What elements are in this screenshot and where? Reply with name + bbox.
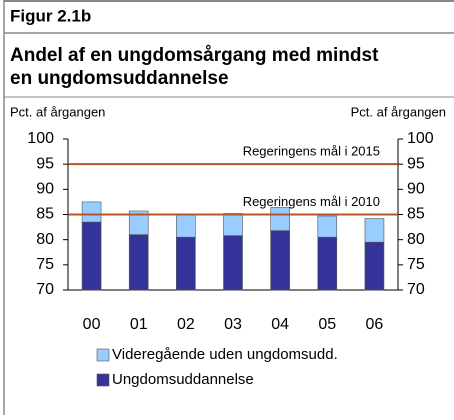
y2-tick-label: 95 xyxy=(407,155,425,172)
legend-swatch xyxy=(96,373,110,387)
bar-segment xyxy=(317,215,338,238)
y-tick-label: 80 xyxy=(36,231,54,248)
bar-segment xyxy=(128,234,149,291)
y2-tick-label: 70 xyxy=(407,281,425,298)
x-tick-label: 00 xyxy=(83,316,101,333)
x-tick-label: 03 xyxy=(224,316,242,333)
chart-title: en ungdomsuddannelse xyxy=(10,68,229,89)
bar-segment xyxy=(223,235,243,291)
y-tick-label: 85 xyxy=(36,206,54,223)
legend-swatch xyxy=(96,348,110,362)
y2-tick-label: 90 xyxy=(407,181,425,198)
bar-segment xyxy=(317,236,338,291)
bar-segment xyxy=(176,236,196,291)
y-tick-label: 95 xyxy=(36,155,54,172)
y-tick-label: 100 xyxy=(27,130,54,147)
reference-label: Regeringens mål i 2015 xyxy=(243,144,380,159)
y-axis-label: Pct. af årgangen xyxy=(10,104,105,119)
y2-tick-label: 100 xyxy=(407,130,434,147)
legend-label: Videregående uden ungdomsudd. xyxy=(112,346,338,363)
x-tick-label: 02 xyxy=(177,316,195,333)
y-tick-label: 70 xyxy=(36,281,54,298)
bar-segment xyxy=(223,213,243,236)
y-tick-label: 75 xyxy=(36,256,54,273)
y2-tick-label: 80 xyxy=(407,231,425,248)
bar-segment xyxy=(364,218,385,243)
bar-segment xyxy=(270,230,290,291)
y-tick-label: 90 xyxy=(36,181,54,198)
reference-label: Regeringens mål i 2010 xyxy=(243,194,380,209)
y2-tick-label: 75 xyxy=(407,256,425,273)
x-tick-label: 06 xyxy=(366,316,384,333)
bar-segment xyxy=(176,214,196,238)
bar-segment xyxy=(128,210,149,235)
chart-title: Andel af en ungdomsårgang med mindst xyxy=(10,45,379,66)
x-tick-label: 04 xyxy=(271,316,289,333)
figure-label: Figur 2.1b xyxy=(10,6,91,25)
bar-segment xyxy=(81,221,102,291)
x-tick-label: 01 xyxy=(130,316,148,333)
legend-label: Ungdomsuddannelse xyxy=(112,371,254,388)
bar-segment xyxy=(270,207,290,231)
bar-segment xyxy=(364,241,385,291)
y2-axis-label: Pct. af årgangen xyxy=(351,104,446,119)
bar-segment xyxy=(81,201,102,223)
y2-tick-label: 85 xyxy=(407,206,425,223)
x-tick-label: 05 xyxy=(318,316,336,333)
